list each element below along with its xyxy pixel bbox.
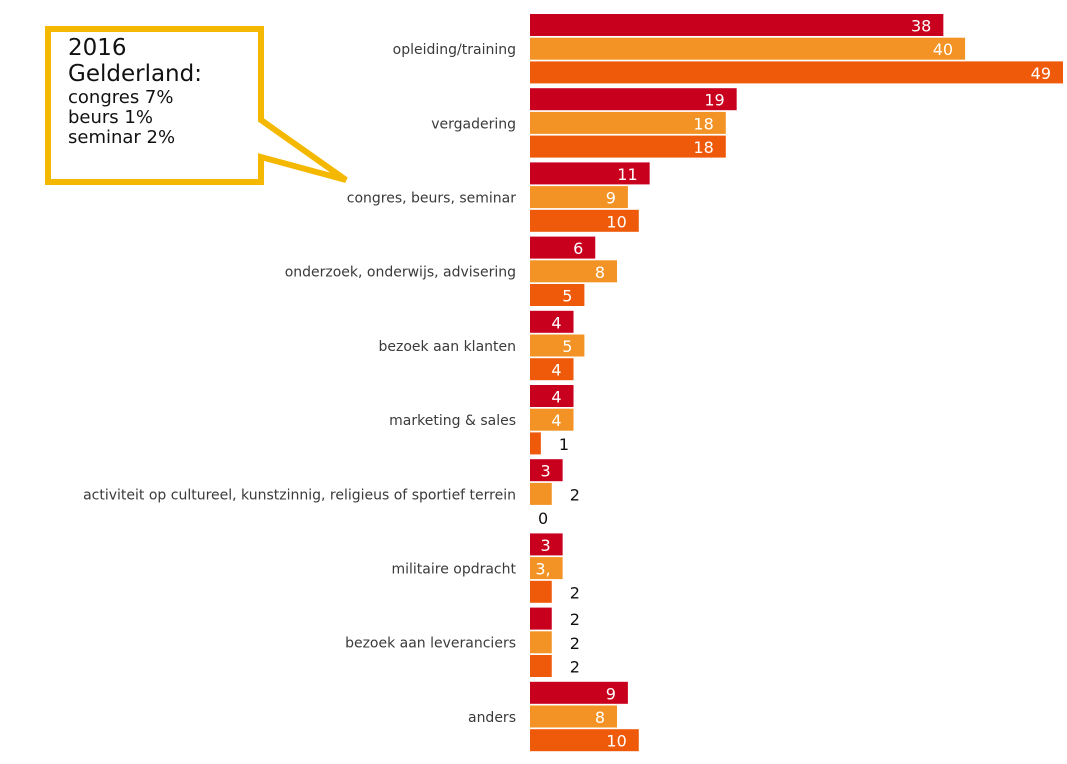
callout-congres: congres 7% (68, 86, 174, 108)
bar (530, 284, 585, 306)
value-label: 1 (559, 435, 569, 454)
bar (530, 557, 563, 580)
value-label: 3, (535, 560, 550, 579)
category-label: opleiding/training (393, 42, 516, 58)
value-label: 4 (551, 313, 561, 332)
callout-text: 2016 Gelderland: congres 7% beurs 1% sem… (68, 35, 202, 148)
category-label: onderzoek, onderwijs, advisering (285, 265, 516, 281)
bar (530, 432, 541, 455)
bar (530, 260, 618, 283)
value-label: 2 (570, 634, 580, 653)
value-label: 4 (551, 388, 561, 407)
value-label: 2 (570, 658, 580, 677)
value-label: 10 (606, 732, 626, 751)
bar (530, 459, 563, 482)
bar (530, 135, 726, 158)
value-label: 8 (595, 708, 605, 727)
bar (530, 61, 1063, 84)
value-label: 2 (570, 583, 580, 602)
category-label: marketing & sales (389, 413, 516, 429)
bar (530, 607, 552, 630)
bar (530, 88, 737, 111)
bar (530, 14, 944, 36)
callout-year: 2016 (68, 35, 127, 61)
bar (530, 580, 552, 603)
bar (530, 162, 650, 185)
value-label: 11 (617, 165, 637, 184)
bar (530, 631, 552, 654)
value-label: 3 (540, 462, 550, 481)
value-label: 5 (562, 287, 572, 306)
value-label: 10 (606, 212, 626, 231)
value-label: 18 (693, 138, 713, 157)
value-label: 5 (562, 337, 572, 356)
value-label: 18 (693, 114, 713, 133)
bar (530, 729, 639, 752)
category-labels: opleiding/training vergadering congres, be… (83, 42, 516, 726)
value-label: 0 (538, 509, 548, 528)
category-label: bezoek aan leveranciers (345, 636, 516, 652)
category-label: vergadering (431, 116, 516, 132)
bar (530, 209, 639, 232)
bar (530, 655, 552, 677)
value-label: 40 (933, 40, 953, 59)
category-label: anders (468, 710, 516, 726)
value-label: 4 (551, 361, 561, 380)
bars (530, 14, 1063, 752)
bar (530, 705, 618, 728)
value-label: 9 (606, 684, 616, 703)
bar (530, 236, 596, 259)
bar (530, 482, 552, 505)
callout-beurs: beurs 1% (68, 106, 153, 128)
bar (530, 334, 585, 357)
bar (530, 358, 574, 381)
bar (530, 310, 574, 333)
bar (530, 186, 628, 209)
bar (530, 385, 574, 407)
callout-seminar: seminar 2% (68, 126, 176, 148)
category-label: militaire opdracht (391, 562, 516, 578)
value-label: 9 (606, 189, 616, 208)
value-label: 4 (551, 411, 561, 430)
bar (530, 681, 628, 704)
value-label: 49 (1031, 64, 1051, 83)
value-label: 2 (570, 610, 580, 629)
category-label: activiteit op cultureel, kunstzinnig, re… (83, 487, 516, 503)
bar (530, 111, 726, 134)
callout-region: Gelderland: (68, 60, 202, 87)
bar (530, 37, 966, 60)
bar (530, 533, 563, 556)
value-label: 38 (911, 17, 931, 36)
value-label: 2 (570, 485, 580, 504)
category-label: congres, beurs, seminar (347, 191, 516, 207)
value-label: 19 (704, 91, 724, 110)
value-label: 8 (595, 263, 605, 282)
category-label: bezoek aan klanten (379, 339, 517, 355)
value-label: 3 (540, 536, 550, 555)
bar (530, 408, 574, 431)
value-label: 6 (573, 239, 583, 258)
